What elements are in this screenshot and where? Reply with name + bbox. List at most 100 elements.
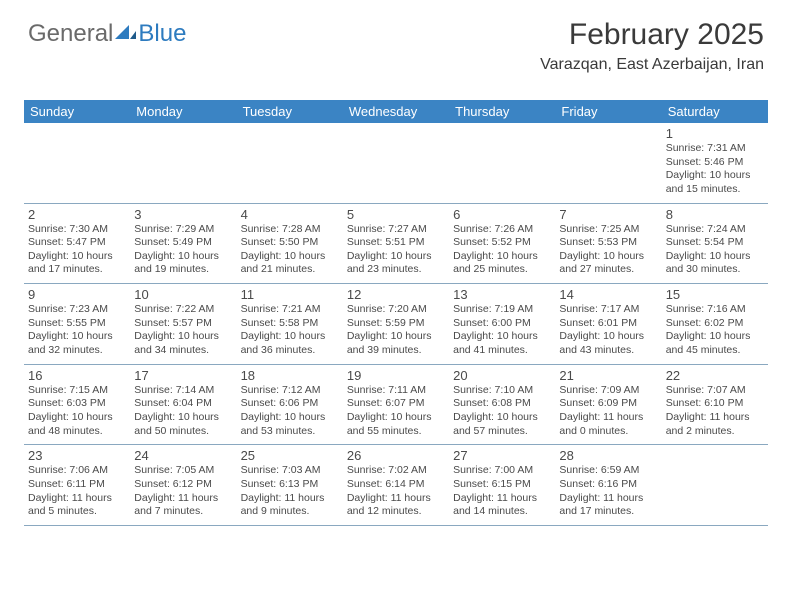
day-number: 27: [453, 448, 551, 463]
day-number: 21: [559, 368, 657, 383]
calendar-cell: 9Sunrise: 7:23 AMSunset: 5:55 PMDaylight…: [24, 284, 130, 364]
day-info: Sunrise: 7:20 AMSunset: 5:59 PMDaylight:…: [347, 303, 445, 358]
day-info: Sunrise: 7:06 AMSunset: 6:11 PMDaylight:…: [28, 464, 126, 519]
day-number: 12: [347, 287, 445, 302]
header-right: February 2025 Varazqan, East Azerbaijan,…: [540, 18, 764, 74]
calendar-cell: [130, 123, 236, 203]
day-info: Sunrise: 7:09 AMSunset: 6:09 PMDaylight:…: [559, 384, 657, 439]
calendar-cell: 18Sunrise: 7:12 AMSunset: 6:06 PMDayligh…: [237, 365, 343, 445]
day-info: Sunrise: 7:22 AMSunset: 5:57 PMDaylight:…: [134, 303, 232, 358]
day-info: Sunrise: 7:07 AMSunset: 6:10 PMDaylight:…: [666, 384, 764, 439]
day-number: 8: [666, 207, 764, 222]
calendar: SundayMondayTuesdayWednesdayThursdayFrid…: [24, 100, 768, 526]
day-number: 15: [666, 287, 764, 302]
logo: General Blue: [28, 20, 186, 48]
day-number: 19: [347, 368, 445, 383]
calendar-cell: 11Sunrise: 7:21 AMSunset: 5:58 PMDayligh…: [237, 284, 343, 364]
day-info: Sunrise: 7:31 AMSunset: 5:46 PMDaylight:…: [666, 142, 764, 197]
calendar-cell: 6Sunrise: 7:26 AMSunset: 5:52 PMDaylight…: [449, 204, 555, 284]
day-header-sunday: Sunday: [24, 100, 130, 123]
week-row: 2Sunrise: 7:30 AMSunset: 5:47 PMDaylight…: [24, 204, 768, 285]
day-number: 24: [134, 448, 232, 463]
calendar-cell: 26Sunrise: 7:02 AMSunset: 6:14 PMDayligh…: [343, 445, 449, 525]
day-info: Sunrise: 7:11 AMSunset: 6:07 PMDaylight:…: [347, 384, 445, 439]
calendar-cell: 3Sunrise: 7:29 AMSunset: 5:49 PMDaylight…: [130, 204, 236, 284]
month-title: February 2025: [540, 18, 764, 52]
day-header-monday: Monday: [130, 100, 236, 123]
day-info: Sunrise: 7:03 AMSunset: 6:13 PMDaylight:…: [241, 464, 339, 519]
day-info: Sunrise: 7:28 AMSunset: 5:50 PMDaylight:…: [241, 223, 339, 278]
day-info: Sunrise: 7:05 AMSunset: 6:12 PMDaylight:…: [134, 464, 232, 519]
day-number: 6: [453, 207, 551, 222]
calendar-cell: 7Sunrise: 7:25 AMSunset: 5:53 PMDaylight…: [555, 204, 661, 284]
day-number: 4: [241, 207, 339, 222]
day-info: Sunrise: 7:17 AMSunset: 6:01 PMDaylight:…: [559, 303, 657, 358]
day-number: 7: [559, 207, 657, 222]
calendar-cell: 4Sunrise: 7:28 AMSunset: 5:50 PMDaylight…: [237, 204, 343, 284]
calendar-cell: 5Sunrise: 7:27 AMSunset: 5:51 PMDaylight…: [343, 204, 449, 284]
calendar-cell: [237, 123, 343, 203]
day-info: Sunrise: 7:12 AMSunset: 6:06 PMDaylight:…: [241, 384, 339, 439]
day-number: 3: [134, 207, 232, 222]
calendar-cell: 12Sunrise: 7:20 AMSunset: 5:59 PMDayligh…: [343, 284, 449, 364]
calendar-cell: 27Sunrise: 7:00 AMSunset: 6:15 PMDayligh…: [449, 445, 555, 525]
day-info: Sunrise: 7:15 AMSunset: 6:03 PMDaylight:…: [28, 384, 126, 439]
calendar-cell: 17Sunrise: 7:14 AMSunset: 6:04 PMDayligh…: [130, 365, 236, 445]
day-number: 25: [241, 448, 339, 463]
calendar-cell: 28Sunrise: 6:59 AMSunset: 6:16 PMDayligh…: [555, 445, 661, 525]
calendar-cell: [662, 445, 768, 525]
calendar-cell: 24Sunrise: 7:05 AMSunset: 6:12 PMDayligh…: [130, 445, 236, 525]
calendar-cell: [449, 123, 555, 203]
calendar-cell: 22Sunrise: 7:07 AMSunset: 6:10 PMDayligh…: [662, 365, 768, 445]
logo-text-blue: Blue: [138, 20, 186, 48]
calendar-cell: [24, 123, 130, 203]
calendar-cell: 16Sunrise: 7:15 AMSunset: 6:03 PMDayligh…: [24, 365, 130, 445]
day-info: Sunrise: 7:14 AMSunset: 6:04 PMDaylight:…: [134, 384, 232, 439]
calendar-cell: [555, 123, 661, 203]
day-number: 9: [28, 287, 126, 302]
calendar-cell: 2Sunrise: 7:30 AMSunset: 5:47 PMDaylight…: [24, 204, 130, 284]
day-info: Sunrise: 7:24 AMSunset: 5:54 PMDaylight:…: [666, 223, 764, 278]
day-number: 22: [666, 368, 764, 383]
day-info: Sunrise: 7:02 AMSunset: 6:14 PMDaylight:…: [347, 464, 445, 519]
calendar-cell: 21Sunrise: 7:09 AMSunset: 6:09 PMDayligh…: [555, 365, 661, 445]
day-info: Sunrise: 7:16 AMSunset: 6:02 PMDaylight:…: [666, 303, 764, 358]
day-number: 18: [241, 368, 339, 383]
day-header-friday: Friday: [555, 100, 661, 123]
day-number: 5: [347, 207, 445, 222]
calendar-cell: 20Sunrise: 7:10 AMSunset: 6:08 PMDayligh…: [449, 365, 555, 445]
day-info: Sunrise: 7:27 AMSunset: 5:51 PMDaylight:…: [347, 223, 445, 278]
day-info: Sunrise: 7:10 AMSunset: 6:08 PMDaylight:…: [453, 384, 551, 439]
day-number: 28: [559, 448, 657, 463]
day-info: Sunrise: 7:30 AMSunset: 5:47 PMDaylight:…: [28, 223, 126, 278]
day-number: 20: [453, 368, 551, 383]
day-info: Sunrise: 7:23 AMSunset: 5:55 PMDaylight:…: [28, 303, 126, 358]
day-number: 16: [28, 368, 126, 383]
calendar-cell: 15Sunrise: 7:16 AMSunset: 6:02 PMDayligh…: [662, 284, 768, 364]
calendar-cell: [343, 123, 449, 203]
calendar-cell: 25Sunrise: 7:03 AMSunset: 6:13 PMDayligh…: [237, 445, 343, 525]
week-row: 23Sunrise: 7:06 AMSunset: 6:11 PMDayligh…: [24, 445, 768, 526]
calendar-cell: 23Sunrise: 7:06 AMSunset: 6:11 PMDayligh…: [24, 445, 130, 525]
day-header-saturday: Saturday: [662, 100, 768, 123]
day-info: Sunrise: 6:59 AMSunset: 6:16 PMDaylight:…: [559, 464, 657, 519]
day-info: Sunrise: 7:29 AMSunset: 5:49 PMDaylight:…: [134, 223, 232, 278]
day-info: Sunrise: 7:19 AMSunset: 6:00 PMDaylight:…: [453, 303, 551, 358]
location-label: Varazqan, East Azerbaijan, Iran: [540, 56, 764, 74]
day-info: Sunrise: 7:26 AMSunset: 5:52 PMDaylight:…: [453, 223, 551, 278]
day-header-tuesday: Tuesday: [237, 100, 343, 123]
calendar-cell: 1Sunrise: 7:31 AMSunset: 5:46 PMDaylight…: [662, 123, 768, 203]
day-info: Sunrise: 7:00 AMSunset: 6:15 PMDaylight:…: [453, 464, 551, 519]
logo-text-general: General: [28, 20, 113, 48]
logo-sail-icon: [115, 20, 137, 48]
day-number: 10: [134, 287, 232, 302]
day-headers-row: SundayMondayTuesdayWednesdayThursdayFrid…: [24, 100, 768, 123]
day-number: 14: [559, 287, 657, 302]
day-header-thursday: Thursday: [449, 100, 555, 123]
day-number: 23: [28, 448, 126, 463]
day-number: 26: [347, 448, 445, 463]
day-number: 17: [134, 368, 232, 383]
calendar-cell: 13Sunrise: 7:19 AMSunset: 6:00 PMDayligh…: [449, 284, 555, 364]
calendar-cell: 14Sunrise: 7:17 AMSunset: 6:01 PMDayligh…: [555, 284, 661, 364]
day-number: 2: [28, 207, 126, 222]
